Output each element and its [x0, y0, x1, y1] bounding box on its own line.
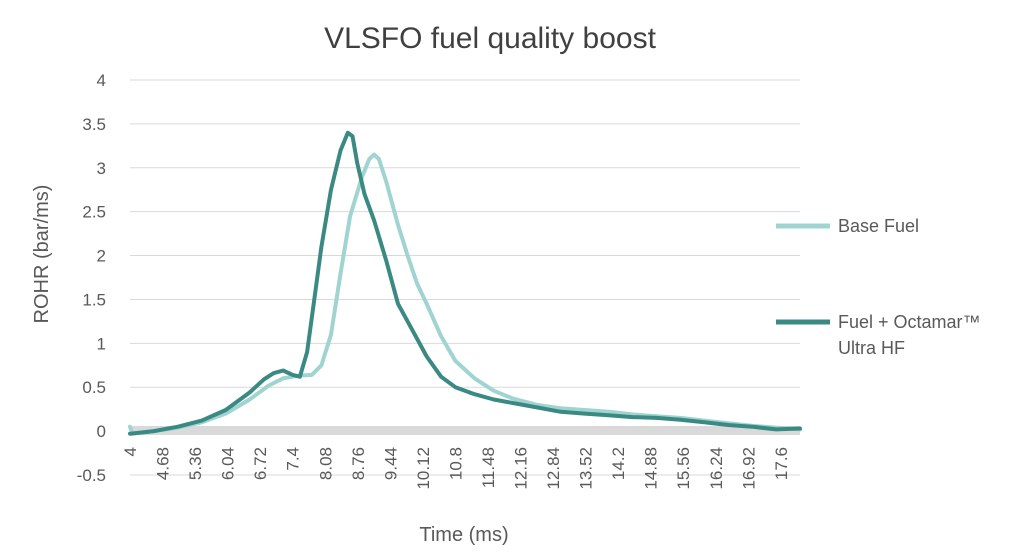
- x-tick-label: 5.36: [186, 447, 205, 480]
- x-tick-labels: 4 4.68 5.36 6.04 6.72 7.4 8.08 8.76 9.44 10.12 10.…: [121, 447, 791, 490]
- zero-axis-band: [130, 426, 800, 435]
- legend: Base Fuel Fuel + Octamar™ Ultra HF: [776, 216, 986, 358]
- series-line-0: [128, 152, 802, 436]
- x-tick-label: 11.48: [479, 447, 498, 488]
- legend-label-octamar: Fuel + Octamar™ Ultra HF: [838, 312, 986, 358]
- y-tick-labels: 4 3.5 3 2.5 2 1.5 1 0.5 0 -0.5: [77, 71, 106, 485]
- y-tick-label: 0.5: [82, 378, 106, 397]
- x-axis-label: Time (ms): [419, 524, 508, 546]
- y-axis-label: ROHR (bar/ms): [31, 185, 53, 324]
- x-tick-label: 6.04: [219, 447, 238, 480]
- y-tick-label: 1: [97, 334, 106, 353]
- x-tick-label: 17.6: [772, 447, 791, 480]
- y-tick-label: 0: [97, 422, 106, 441]
- y-tick-label: -0.5: [77, 466, 106, 485]
- x-tick-label: 10.12: [414, 447, 433, 490]
- y-tick-label: 4: [97, 71, 106, 90]
- series-lines: [128, 130, 802, 436]
- x-tick-label: 8.08: [316, 447, 335, 480]
- x-tick-label: 9.44: [381, 447, 400, 480]
- x-tick-label: 6.72: [251, 447, 270, 480]
- y-tick-label: 2: [97, 247, 106, 266]
- y-tick-label: 2.5: [82, 203, 106, 222]
- x-tick-label: 4: [121, 447, 140, 456]
- x-tick-label: 16.24: [707, 447, 726, 490]
- x-tick-label: 15.56: [674, 447, 693, 490]
- chart-title: VLSFO fuel quality boost: [324, 22, 657, 55]
- gridlines: [130, 79, 800, 476]
- y-tick-label: 3.5: [82, 115, 106, 134]
- x-tick-label: 12.16: [512, 447, 531, 490]
- x-tick-label: 10.8: [446, 447, 465, 480]
- series-line-1: [128, 130, 802, 436]
- x-tick-label: 13.52: [577, 447, 596, 490]
- x-tick-label: 4.68: [154, 447, 173, 480]
- x-tick-label: 7.4: [284, 447, 303, 471]
- x-tick-label: 12.84: [544, 447, 563, 490]
- x-tick-label: 8.76: [349, 447, 368, 480]
- x-tick-label: 16.92: [739, 447, 758, 490]
- x-tick-label: 14.88: [642, 447, 661, 490]
- x-tick-label: 14.2: [609, 447, 628, 480]
- y-tick-label: 1.5: [82, 290, 106, 309]
- legend-label-base-fuel: Base Fuel: [838, 216, 919, 236]
- y-tick-label: 3: [97, 159, 106, 178]
